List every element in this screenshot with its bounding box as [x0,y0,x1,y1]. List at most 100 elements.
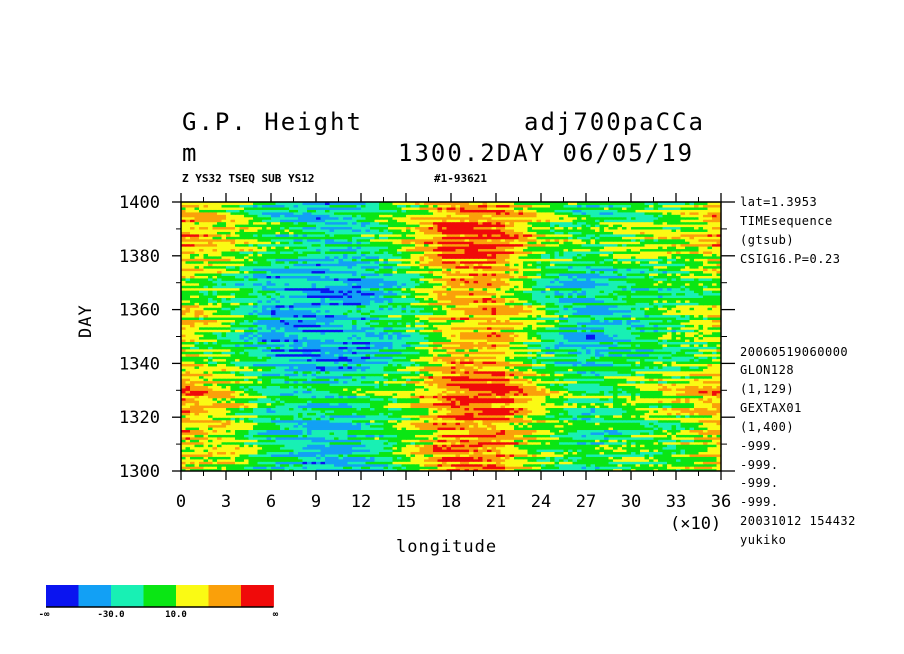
heatmap-cell [491,444,497,448]
heatmap-cell [397,404,403,409]
heatmap-cell [293,451,299,455]
heatmap-cell [271,395,277,399]
heatmap-cell [244,461,250,465]
heatmap-cell [185,404,191,409]
heatmap-cell [545,431,551,435]
heatmap-cell [554,409,560,413]
heatmap-cell [613,468,619,471]
heatmap-cell [361,436,367,440]
heatmap-cell [577,444,583,448]
heatmap-cell [694,434,700,438]
heatmap-cell [464,407,470,411]
heatmap-cell [680,466,686,470]
heatmap-cell [343,409,349,413]
heatmap-cell [473,407,479,411]
heatmap-cell [595,426,601,431]
heatmap-cell [563,397,569,401]
heatmap-cell [401,407,407,411]
heatmap-cell [311,461,317,465]
heatmap-cell [716,463,721,467]
heatmap-cell [536,397,542,401]
heatmap-cell [253,412,259,416]
heatmap-cell [401,395,407,399]
heatmap-cell [284,436,290,440]
heatmap-cell [401,402,407,406]
heatmap-cell [608,461,614,465]
heatmap-cell [343,417,349,421]
heatmap-cell [527,456,533,460]
heatmap-cell [676,434,682,438]
heatmap-cell [419,441,425,445]
heatmap-cell [604,426,610,431]
heatmap-cell [572,412,578,416]
heatmap-cell [500,404,506,409]
heatmap-cell [329,448,335,453]
heatmap-cell [446,444,452,448]
heatmap-cell [194,431,200,435]
heatmap-cell [698,392,704,396]
heatmap-cell [500,397,506,401]
heatmap-cell [451,402,457,406]
heatmap-cell [194,446,200,450]
heatmap-cell [185,463,191,467]
heatmap-cell [698,439,704,443]
heatmap-cell [257,456,263,460]
heatmap-cell [275,387,281,391]
heatmap-cell [577,397,583,401]
heatmap-cell [433,414,439,418]
heatmap-cell [284,400,290,404]
heatmap-cell [577,451,583,455]
heatmap-cell [563,444,569,448]
heatmap-cell [392,395,398,399]
heatmap-cell [599,419,605,423]
heatmap-cell [194,422,200,426]
heatmap-cell [523,429,529,433]
heatmap-cell [280,434,286,438]
heatmap-cell [275,444,281,448]
heatmap-cell [235,412,241,416]
heatmap-cell [563,436,569,440]
heatmap-cell [626,444,632,448]
heatmap-cell [365,446,371,450]
heatmap-cell [379,456,385,460]
heatmap-cell [478,390,484,394]
heatmap-cell [550,436,556,440]
heatmap-cell [523,426,529,431]
heatmap-cell [370,414,376,418]
heatmap-cell [451,422,457,426]
heatmap-cell [280,424,286,428]
heatmap-cell [244,400,250,404]
heatmap-cell [491,448,497,453]
heatmap-cell [419,448,425,453]
heatmap-cell [442,392,448,396]
heatmap-cell [460,400,466,404]
heatmap-cell [433,434,439,438]
heatmap-cell [649,390,655,394]
heatmap-cell [442,424,448,428]
heatmap-cell [221,387,227,391]
heatmap-cell [496,419,502,423]
subtitle-left: Z YS32 TSEQ SUB YS12 [182,172,315,185]
heatmap-cell [586,424,592,428]
heatmap-cell [266,426,272,431]
heatmap-cell [266,434,272,438]
heatmap-cell [658,414,664,418]
heatmap-cell [410,431,416,435]
heatmap-cell [316,392,322,396]
heatmap-cell [581,431,587,435]
heatmap-cell [352,404,358,409]
heatmap-cell [473,468,479,471]
heatmap-cell [689,390,695,394]
heatmap-cell [586,397,592,401]
heatmap-cell [541,424,547,428]
heatmap-cell [595,397,601,401]
heatmap-cell [338,412,344,416]
heatmap-cell [442,429,448,433]
heatmap-cell [712,444,718,448]
heatmap-cell [271,426,277,431]
heatmap-cell [262,431,268,435]
heatmap-cell [262,466,268,470]
heatmap-cell [239,431,245,435]
heatmap-cell [716,424,721,428]
heatmap-cell [545,439,551,443]
